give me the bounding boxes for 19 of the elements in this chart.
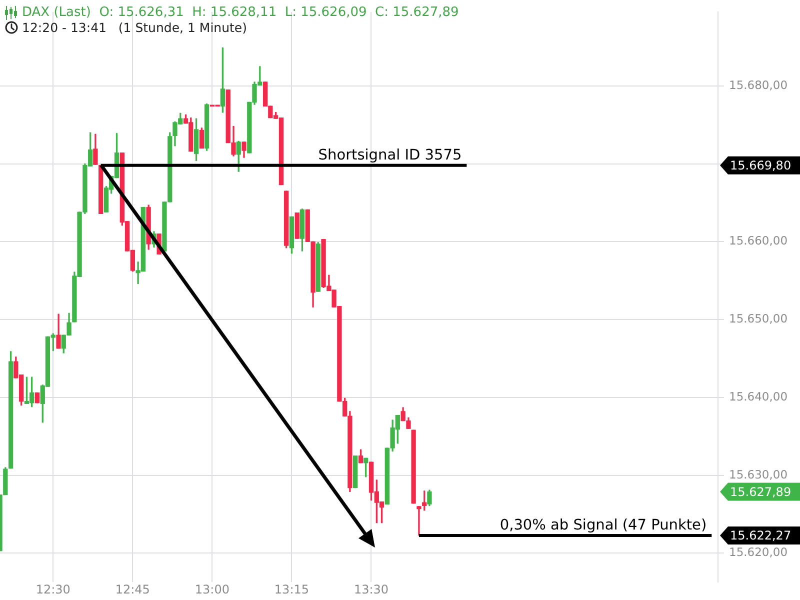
text: 15.669,80 — [730, 158, 792, 172]
y-tick-label: 15.630,00 — [729, 467, 788, 482]
text: 15.627,89 — [730, 484, 792, 499]
series-label: Shortsignal ID 3575 — [318, 147, 462, 164]
x-tick-label: 13:15 — [274, 582, 310, 596]
candlestick — [416, 506, 422, 536]
x-tick-label: 13:30 — [354, 582, 389, 596]
text: 12:20 - 13:41 (1 Stunde, 1 Minute) — [22, 20, 247, 36]
x-tick-label: 13:00 — [194, 582, 230, 596]
y-tick-label: 15.620,00 — [729, 545, 788, 560]
y-tick-label: 15.660,00 — [729, 234, 788, 248]
y-tick-label: 15.650,00 — [729, 312, 788, 326]
x-tick-label: 12:45 — [115, 582, 150, 596]
data-label: 15.622,27 — [730, 528, 792, 543]
chart-title: DAX (Last) O: 15.626,31 H: 15.628,11 L: 15.626,09 C: 15.627,89 — [22, 5, 459, 21]
y-tick-label: 15.680,00 — [729, 78, 788, 92]
x-tick-label: 12:30 — [36, 582, 70, 596]
y-tick-label: 15.640,00 — [729, 389, 788, 404]
series-label: 0,30% ab Signal (47 Punkte) — [500, 518, 707, 534]
